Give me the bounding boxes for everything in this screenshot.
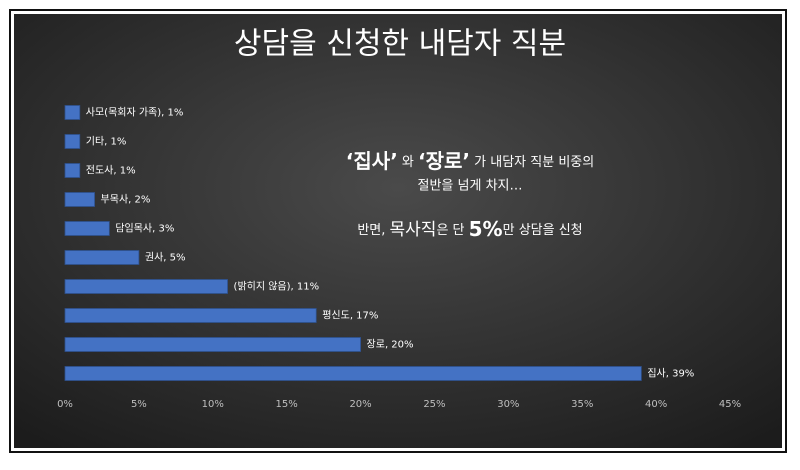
data-label: (밝히지 않음), 11% — [234, 281, 320, 293]
chart-title: 상담을 신청한 내담자 직분 — [234, 27, 566, 62]
bar — [64, 279, 228, 294]
annotation-part: 목사직 — [390, 220, 437, 240]
data-label: 사모(목회자 가족), 1% — [86, 107, 184, 119]
data-label: 부목사, 2% — [101, 194, 151, 206]
x-tick-label: 25% — [423, 399, 445, 410]
data-label: 담임목사, 3% — [115, 222, 174, 235]
bar — [64, 250, 140, 265]
bar — [64, 221, 110, 236]
annotation-part: 와 — [398, 155, 418, 170]
annotation-part: 은 단 — [436, 223, 468, 238]
annotation: ‘집사’ 와 ‘장로’ 가 내담자 직분 비중의 — [346, 149, 594, 173]
x-tick-label: 40% — [645, 399, 667, 410]
bar — [64, 192, 95, 207]
annotation-part: 가 내담자 직분 비중의 — [470, 155, 594, 170]
annotation-part: 5% — [469, 217, 503, 241]
x-tick-label: 0% — [57, 399, 73, 410]
x-tick-label: 20% — [349, 399, 371, 410]
x-tick-label: 15% — [276, 399, 298, 410]
data-label: 집사, 39% — [647, 368, 694, 380]
annotation-part: 만 상담을 신청 — [503, 223, 583, 238]
data-label: 장로, 20% — [367, 339, 414, 351]
annotation-part: ‘장로’ — [418, 149, 470, 173]
data-label: 평신도, 17% — [322, 310, 378, 322]
annotation-part: 반면, — [357, 223, 389, 238]
bar — [64, 134, 81, 149]
bar — [64, 105, 81, 120]
data-label: 권사, 5% — [145, 252, 186, 264]
x-tick-label: 35% — [571, 399, 593, 410]
data-label: 기타, 1% — [86, 136, 127, 148]
bar — [64, 163, 81, 178]
annotation-part: ‘집사’ — [346, 149, 398, 173]
x-tick-label: 10% — [202, 399, 224, 410]
bar — [64, 337, 361, 352]
bar — [64, 308, 317, 323]
x-tick-label: 5% — [131, 399, 147, 410]
annotation: 반면, 목사직은 단 5%만 상담을 신청 — [357, 217, 582, 241]
data-label: 전도사, 1% — [86, 165, 136, 177]
bar — [64, 366, 642, 381]
x-tick-label: 30% — [497, 399, 519, 410]
x-tick-label: 45% — [719, 399, 741, 410]
annotation: 절반을 넘게 차지… — [418, 179, 523, 194]
